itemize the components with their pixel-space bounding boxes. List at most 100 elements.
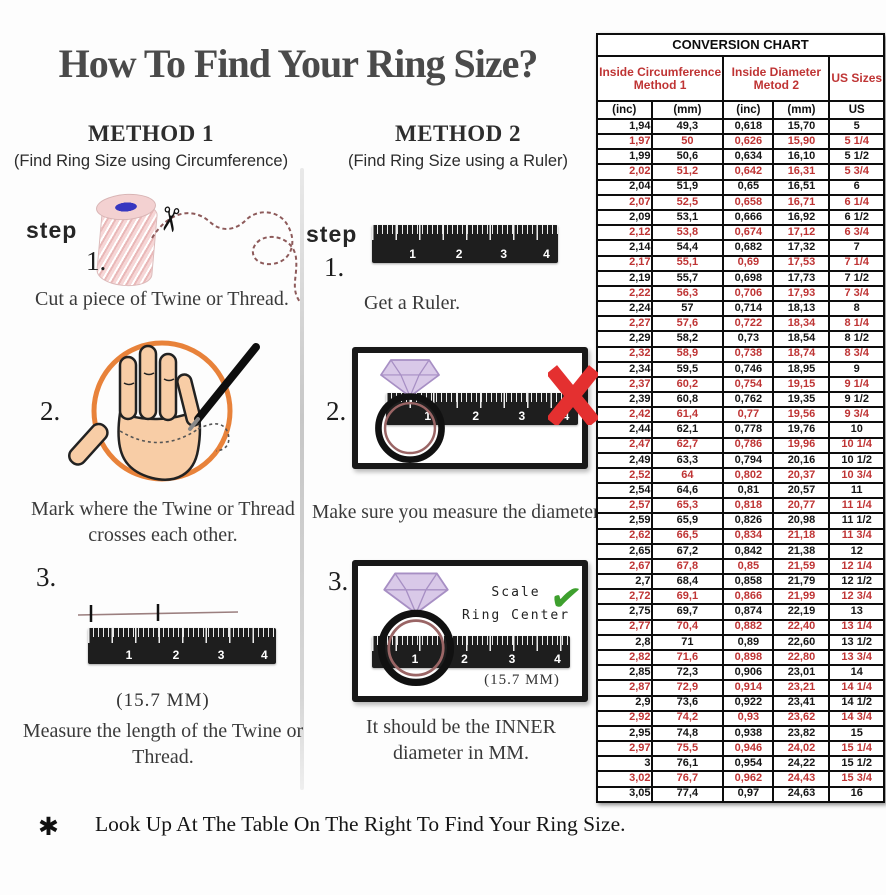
table-cell: 2,49 [597,453,652,468]
table-cell: 1,99 [597,149,652,164]
ruler-number: 4 [543,247,550,261]
table-cell: 0,746 [723,362,773,377]
table-cell: 2,42 [597,407,652,422]
table-cell: 0,762 [723,392,773,407]
table-cell: 17,93 [773,286,829,301]
table-cell: 5 1/4 [829,134,884,149]
table-cell: 13 3/4 [829,650,884,665]
table-cell: 15 [829,726,884,741]
table-cell: 19,15 [773,377,829,392]
table-cell: 11 1/4 [829,498,884,513]
table-cell: 13 1/2 [829,635,884,650]
table-row: 2,7770,40,88222,4013 1/4 [597,620,884,635]
table-cell: 1,97 [597,134,652,149]
table-cell: 56,3 [652,286,724,301]
table-cell: 0,89 [723,635,773,650]
table-cell: 2,07 [597,195,652,210]
table-row: 3,0276,70,96224,4315 3/4 [597,771,884,786]
table-cell: 9 [829,362,884,377]
table-cell: 23,41 [773,696,829,711]
table-cell: 14 1/4 [829,680,884,695]
table-row: 2,9775,50,94624,0215 1/4 [597,741,884,756]
table-cell: 0,842 [723,544,773,559]
table-cell: 64 [652,468,724,483]
table-cell: 11 [829,483,884,498]
table-cell: 0,618 [723,119,773,134]
ruler-number: 1 [409,247,416,261]
method1-step3-number: 3. [36,562,56,593]
table-cell: 63,3 [652,453,724,468]
table-cell: 24,63 [773,787,829,802]
table-cell: 11 1/2 [829,513,884,528]
table-cell: 19,96 [773,438,829,453]
table-cell: 2,95 [597,726,652,741]
table-cell: 2,59 [597,513,652,528]
method1-step1-text: Cut a piece of Twine or Thread. [14,286,310,312]
table-cell: 0,97 [723,787,773,802]
table-cell: 6 1/4 [829,195,884,210]
table-row: 2,0251,20,64216,315 3/4 [597,164,884,179]
table-row: 2,9274,20,9323,6214 3/4 [597,711,884,726]
table-cell: 24,22 [773,756,829,771]
table-cell: 0,882 [723,620,773,635]
table-row: 2,6567,20,84221,3812 [597,544,884,559]
ruler-number: 2 [456,247,463,261]
table-cell: 12 1/2 [829,574,884,589]
table-cell: 20,98 [773,513,829,528]
table-cell: 0,962 [723,771,773,786]
table-cell: 10 3/4 [829,468,884,483]
table-cell: 72,3 [652,665,724,680]
table-cell: 58,2 [652,331,724,346]
table-cell: 10 1/4 [829,438,884,453]
table-cell: 0,858 [723,574,773,589]
table-cell: 74,8 [652,726,724,741]
table-cell: 8 [829,301,884,316]
table-cell: 2,77 [597,620,652,635]
table-cell: 77,4 [652,787,724,802]
table-cell: 64,6 [652,483,724,498]
table-row: 2,2757,60,72218,348 1/4 [597,316,884,331]
table-column-header: (mm) [773,101,829,119]
table-cell: 0,738 [723,347,773,362]
method2-subheading: (Find Ring Size using a Ruler) [318,152,598,171]
table-cell: 2,57 [597,498,652,513]
check-icon: ✔ [547,574,585,622]
table-cell: 0,914 [723,680,773,695]
method1-subheading: (Find Ring Size using Circumference) [0,152,302,171]
method1-step2-text: Mark where the Twine or Thread crosses e… [14,496,312,548]
table-cell: 0,626 [723,134,773,149]
ruler-number: 3 [218,648,225,662]
table-cell: 2,44 [597,422,652,437]
table-cell: 2,82 [597,650,652,665]
table-cell: 58,9 [652,347,724,362]
table-cell: 73,6 [652,696,724,711]
table-cell: 15 1/2 [829,756,884,771]
method2-step2-text: Make sure you measure the diameter. [312,500,598,525]
table-cell: 50 [652,134,724,149]
table-cell: 71 [652,635,724,650]
ruler-number: 3 [518,409,525,423]
table-cell: 0,674 [723,225,773,240]
ruler-number: 2 [173,648,180,662]
table-cell: 0,818 [723,498,773,513]
method1-step-label: step [26,217,77,244]
footnote: ✱ Look Up At The Table On The Right To F… [38,812,598,841]
table-group-header: Inside CircumferenceMethod 1 [597,56,723,101]
table-cell: 9 1/4 [829,377,884,392]
table-cell: 2,37 [597,377,652,392]
ruler-number: 2 [472,409,479,423]
table-row: 2,0752,50,65816,716 1/4 [597,195,884,210]
table-cell: 50,6 [652,149,724,164]
table-cell: 0,714 [723,301,773,316]
table-column-header: (inc) [597,101,652,119]
table-cell: 15 1/4 [829,741,884,756]
table-cell: 0,938 [723,726,773,741]
table-cell: 2,85 [597,665,652,680]
table-cell: 0,85 [723,559,773,574]
table-cell: 18,95 [773,362,829,377]
table-cell: 0,794 [723,453,773,468]
table-cell: 2,62 [597,529,652,544]
table-cell: 57 [652,301,724,316]
table-cell: 0,722 [723,316,773,331]
table-cell: 2,72 [597,589,652,604]
